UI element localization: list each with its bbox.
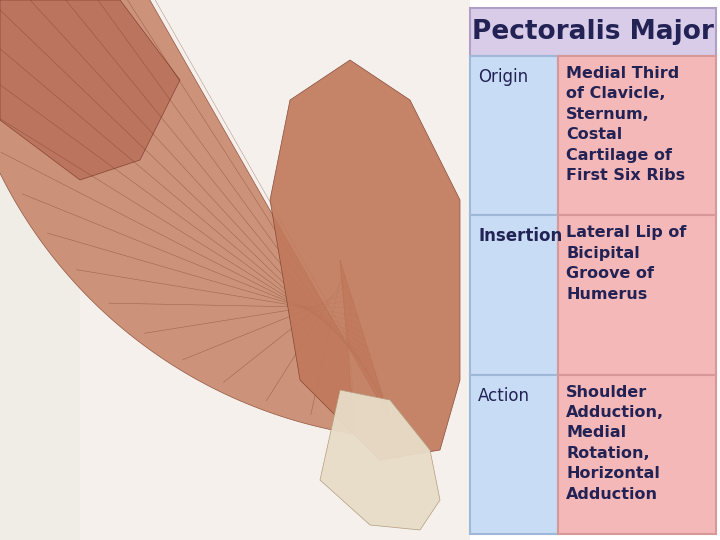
- Text: Lateral Lip of
Bicipital
Groove of
Humerus: Lateral Lip of Bicipital Groove of Humer…: [566, 225, 686, 301]
- Text: Action: Action: [478, 387, 530, 404]
- FancyBboxPatch shape: [470, 375, 558, 534]
- Text: Insertion: Insertion: [478, 227, 562, 245]
- FancyBboxPatch shape: [0, 0, 80, 540]
- Text: Pectoralis Major: Pectoralis Major: [472, 19, 714, 45]
- FancyBboxPatch shape: [558, 215, 716, 375]
- FancyBboxPatch shape: [558, 56, 716, 215]
- FancyBboxPatch shape: [558, 375, 716, 534]
- Polygon shape: [0, 0, 390, 434]
- FancyBboxPatch shape: [0, 0, 470, 540]
- Text: Shoulder
Adduction,
Medial
Rotation,
Horizontal
Adduction: Shoulder Adduction, Medial Rotation, Hor…: [566, 384, 664, 502]
- Text: Origin: Origin: [478, 68, 528, 86]
- Polygon shape: [270, 60, 460, 460]
- FancyBboxPatch shape: [470, 56, 558, 215]
- Polygon shape: [0, 0, 180, 180]
- FancyBboxPatch shape: [470, 215, 558, 375]
- FancyBboxPatch shape: [470, 8, 716, 56]
- Text: Medial Third
of Clavicle,
Sternum,
Costal
Cartilage of
First Six Ribs: Medial Third of Clavicle, Sternum, Costa…: [566, 66, 685, 183]
- Polygon shape: [320, 390, 440, 530]
